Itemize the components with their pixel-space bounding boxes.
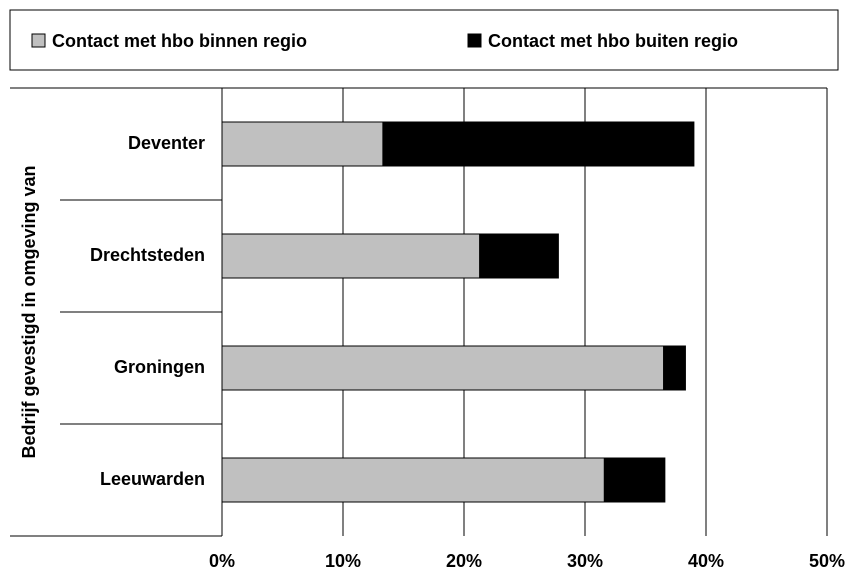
bar-segment bbox=[221, 233, 481, 279]
bar-segment bbox=[663, 345, 686, 391]
legend-swatch bbox=[31, 33, 46, 48]
bar-segment bbox=[382, 121, 695, 167]
bar-segment bbox=[479, 233, 559, 279]
y-tick-label: Leeuwarden bbox=[100, 469, 205, 489]
x-tick-label: 40% bbox=[688, 551, 724, 571]
x-tick-label: 10% bbox=[325, 551, 361, 571]
legend-label: Contact met hbo buiten regio bbox=[488, 31, 738, 51]
legend-label: Contact met hbo binnen regio bbox=[52, 31, 307, 51]
bar-segment bbox=[221, 121, 384, 167]
bar-segment bbox=[603, 457, 666, 503]
x-tick-label: 20% bbox=[446, 551, 482, 571]
y-tick-label: Groningen bbox=[114, 357, 205, 377]
y-tick-label: Drechtsteden bbox=[90, 245, 205, 265]
y-tick-label: Deventer bbox=[128, 133, 205, 153]
x-tick-label: 30% bbox=[567, 551, 603, 571]
legend-box bbox=[9, 9, 839, 71]
x-tick-label: 0% bbox=[209, 551, 235, 571]
x-tick-label: 50% bbox=[809, 551, 845, 571]
legend-swatch bbox=[467, 33, 482, 48]
bar-segment bbox=[221, 345, 665, 391]
y-axis-label: Bedrijf gevestigd in omgeving van bbox=[19, 165, 39, 458]
bar-segment bbox=[221, 457, 605, 503]
